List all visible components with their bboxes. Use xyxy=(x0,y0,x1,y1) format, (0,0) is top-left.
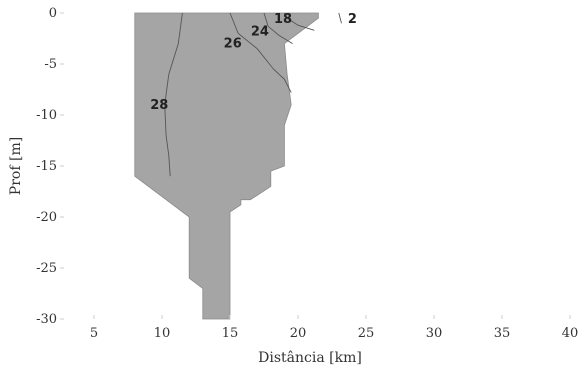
x-tick-label: 40 xyxy=(562,326,579,341)
contour-label: 24 xyxy=(251,24,269,39)
contour-label: 2 xyxy=(348,12,357,27)
x-axis-label: Distância [km] xyxy=(258,350,362,366)
plot-area xyxy=(134,12,342,320)
contour-line-18 xyxy=(284,12,315,31)
y-tick-label: -10 xyxy=(36,108,57,123)
y-tick-label: -15 xyxy=(36,159,57,174)
contour-line-24 xyxy=(263,12,293,44)
y-axis-label: Prof [m] xyxy=(8,137,24,195)
x-tick-label: 25 xyxy=(358,326,375,341)
x-tick-label: 35 xyxy=(494,326,511,341)
contour-label: 28 xyxy=(150,98,168,113)
contour-line-26 xyxy=(229,12,292,93)
x-tick-label: 30 xyxy=(426,326,443,341)
contour-line-28 xyxy=(164,12,183,177)
x-axis-ticks: 5 10 15 20 25 30 35 40 xyxy=(90,315,578,341)
contour-labels: 18 24 26 28 2 xyxy=(150,12,357,113)
y-axis-ticks: 0 -5 -10 -15 -20 -25 -30 xyxy=(36,6,64,327)
y-tick-label: -20 xyxy=(36,210,57,225)
y-tick-label: 0 xyxy=(49,6,57,21)
x-tick-label: 20 xyxy=(290,326,307,341)
y-tick-label: -5 xyxy=(44,57,57,72)
x-tick-label: 15 xyxy=(222,326,239,341)
y-tick-label: -30 xyxy=(36,312,57,327)
contour-label: 26 xyxy=(224,37,242,52)
filled-region xyxy=(134,12,319,320)
y-tick-label: -25 xyxy=(36,261,57,276)
contour-label: 18 xyxy=(274,12,292,27)
x-tick-label: 5 xyxy=(90,326,98,341)
x-tick-label: 10 xyxy=(154,326,171,341)
contour-line-2 xyxy=(338,12,342,24)
